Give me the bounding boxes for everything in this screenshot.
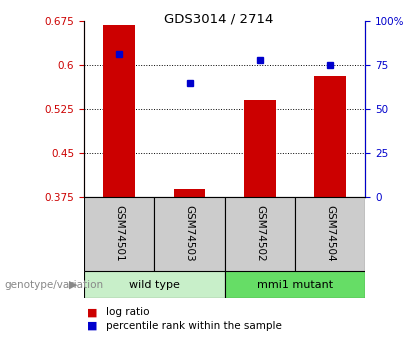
Bar <box>84 197 155 271</box>
Text: GDS3014 / 2714: GDS3014 / 2714 <box>164 12 273 25</box>
Bar <box>174 189 205 197</box>
Text: ▶: ▶ <box>69 280 78 289</box>
Bar <box>155 197 225 271</box>
Bar <box>315 77 346 197</box>
Bar <box>225 271 365 298</box>
Text: GSM74501: GSM74501 <box>114 205 124 262</box>
Bar <box>295 197 365 271</box>
Text: genotype/variation: genotype/variation <box>4 280 103 289</box>
Bar <box>244 100 276 197</box>
Bar <box>84 271 225 298</box>
Text: ■: ■ <box>87 307 98 317</box>
Text: GSM74502: GSM74502 <box>255 205 265 262</box>
Bar <box>103 25 135 197</box>
Text: GSM74504: GSM74504 <box>325 205 335 262</box>
Bar <box>225 197 295 271</box>
Text: GSM74503: GSM74503 <box>184 205 194 262</box>
Text: percentile rank within the sample: percentile rank within the sample <box>106 321 282 331</box>
Text: ■: ■ <box>87 321 98 331</box>
Text: wild type: wild type <box>129 280 180 289</box>
Text: mmi1 mutant: mmi1 mutant <box>257 280 333 289</box>
Text: log ratio: log ratio <box>106 307 150 317</box>
